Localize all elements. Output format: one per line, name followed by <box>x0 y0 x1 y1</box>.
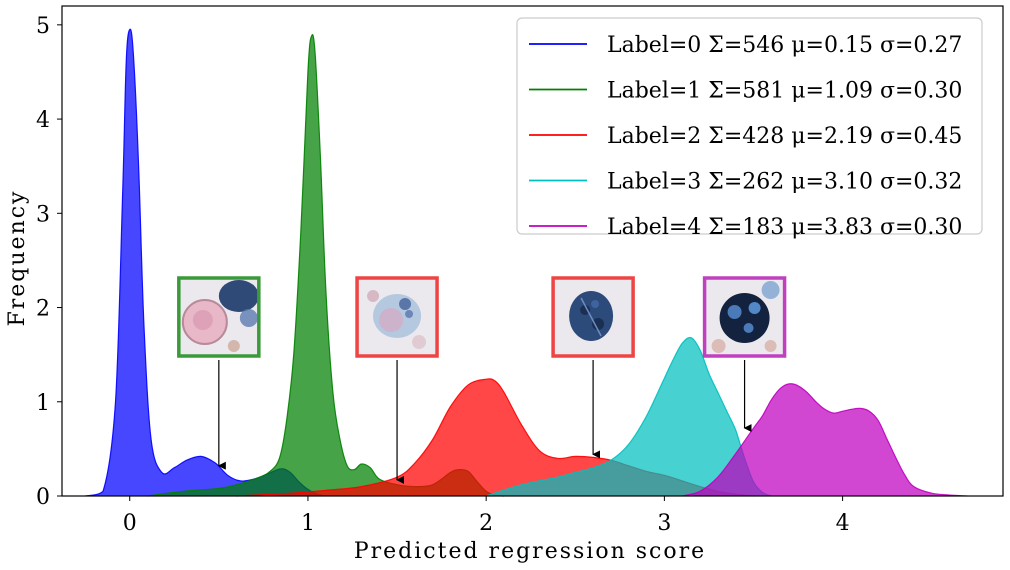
y-tick-label-5: 5 <box>36 14 50 39</box>
red-cell-thumbnail-2-frame <box>551 276 635 358</box>
y-tick-label-4: 4 <box>36 108 50 133</box>
magenta-cell-thumbnail-frame <box>702 276 787 358</box>
x-tick-label-0: 0 <box>123 511 137 536</box>
legend-label-0: Label=0 Σ=546 μ=0.15 σ=0.27 <box>607 33 962 58</box>
y-tick-label-2: 2 <box>36 297 50 322</box>
red-cell-thumbnail-1-frame <box>355 276 439 358</box>
red-cell-thumbnail-2 <box>551 276 635 459</box>
series-area-4 <box>682 383 968 496</box>
green-cell-thumbnail-frame <box>177 276 261 358</box>
legend-label-2: Label=2 Σ=428 μ=2.19 σ=0.45 <box>607 124 962 149</box>
legend-label-3: Label=3 Σ=262 μ=3.10 σ=0.32 <box>607 170 962 195</box>
series-area-0 <box>85 29 326 496</box>
legend-label-4: Label=4 Σ=183 μ=3.83 σ=0.30 <box>607 215 962 240</box>
y-axis-label: Frequency <box>5 190 30 327</box>
axes-layer: 0 1 2 3 4 0 1 2 3 4 5 <box>36 14 850 536</box>
red-cell-thumbnail-1 <box>355 276 439 484</box>
x-tick-label-4: 4 <box>836 511 850 536</box>
plot-frame <box>61 5 1004 497</box>
y-tick-label-3: 3 <box>36 202 50 227</box>
annotation-layer <box>177 276 787 484</box>
series-line-4 <box>682 383 968 497</box>
legend-box <box>516 17 983 235</box>
green-cell-thumbnail <box>177 276 261 470</box>
series-layer <box>85 28 968 497</box>
magenta-cell-thumbnail <box>702 276 787 433</box>
x-tick-label-1: 1 <box>301 511 315 536</box>
legend-label-1: Label=1 Σ=581 μ=1.09 σ=0.30 <box>607 79 962 104</box>
series-area-3 <box>486 337 772 496</box>
x-axis-label: Predicted regression score <box>354 539 706 564</box>
x-tick-label-2: 2 <box>479 511 493 536</box>
series-area-1 <box>147 34 504 496</box>
y-tick-label-1: 1 <box>36 391 50 416</box>
legend: Label=0 Σ=546 μ=0.15 σ=0.27 Label=1 Σ=581… <box>516 17 983 240</box>
x-tick-label-3: 3 <box>657 511 671 536</box>
y-tick-label-0: 0 <box>36 485 50 510</box>
